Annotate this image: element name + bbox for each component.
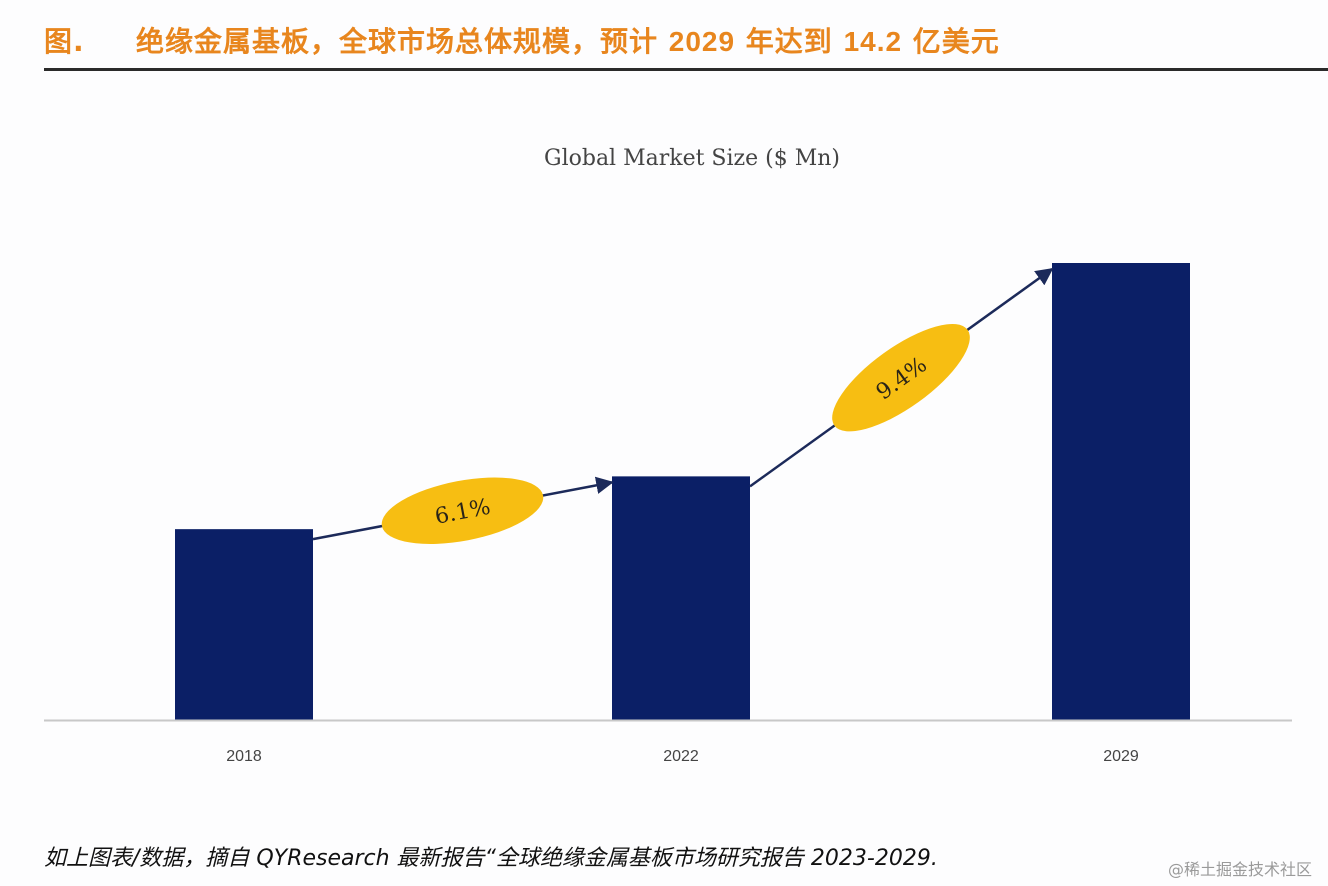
figure-prefix: 图. bbox=[44, 25, 85, 58]
watermark: @稀土掘金技术社区 bbox=[1167, 860, 1312, 879]
source-note: 如上图表/数据，摘自 QYResearch 最新报告“全球绝缘金属基板市场研究报… bbox=[44, 846, 938, 871]
cagr-ellipse bbox=[381, 477, 544, 544]
title-part: 亿美元 bbox=[902, 25, 1000, 58]
title-divider bbox=[44, 68, 1328, 71]
title-part: 年达到 bbox=[735, 25, 844, 58]
x-tick-label: 2022 bbox=[663, 748, 699, 765]
title-part: 绝缘金属基板，全球市场总体规模，预计 bbox=[136, 25, 669, 58]
x-tick-label: 2018 bbox=[226, 748, 262, 765]
cagr-bubble: 9.4% bbox=[832, 323, 970, 432]
bar-2029 bbox=[1052, 263, 1190, 720]
cagr-bubble: 6.1% bbox=[381, 477, 544, 544]
x-tick-label: 2029 bbox=[1103, 748, 1139, 765]
bar-2022 bbox=[612, 476, 750, 720]
figure-title: 图. 绝缘金属基板，全球市场总体规模，预计 2029 年达到 14.2 亿美元 bbox=[44, 22, 1000, 62]
title-year: 2029 bbox=[668, 26, 736, 57]
title-value: 14.2 bbox=[843, 26, 903, 57]
bar-2018 bbox=[175, 529, 313, 720]
chart-title: Global Market Size ($ Mn) bbox=[544, 146, 840, 171]
cagr-ellipse bbox=[832, 323, 970, 432]
